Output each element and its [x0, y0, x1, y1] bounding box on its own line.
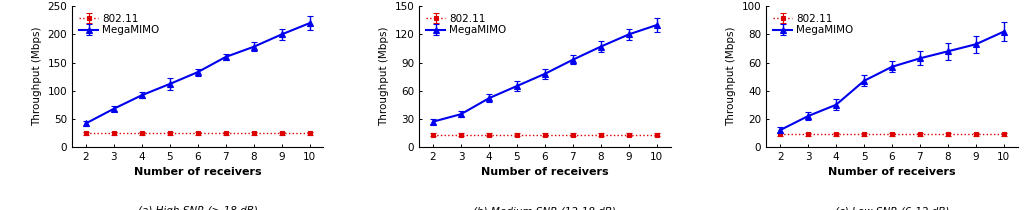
- X-axis label: Number of receivers: Number of receivers: [829, 167, 956, 177]
- X-axis label: Number of receivers: Number of receivers: [481, 167, 609, 177]
- X-axis label: Number of receivers: Number of receivers: [134, 167, 261, 177]
- Y-axis label: Throughput (Mbps): Throughput (Mbps): [32, 27, 42, 126]
- Legend: 802.11, MegaMIMO: 802.11, MegaMIMO: [771, 12, 855, 37]
- Y-axis label: Throughput (Mbps): Throughput (Mbps): [726, 27, 736, 126]
- Legend: 802.11, MegaMIMO: 802.11, MegaMIMO: [425, 12, 509, 37]
- Text: (a) High SNR (> 18 dB): (a) High SNR (> 18 dB): [138, 206, 258, 210]
- Text: (b) Medium SNR (12-18 dB): (b) Medium SNR (12-18 dB): [474, 206, 616, 210]
- Text: (c) Low SNR (6-12 dB): (c) Low SNR (6-12 dB): [835, 206, 949, 210]
- Legend: 802.11, MegaMIMO: 802.11, MegaMIMO: [77, 12, 161, 37]
- Y-axis label: Throughput (Mbps): Throughput (Mbps): [379, 27, 389, 126]
